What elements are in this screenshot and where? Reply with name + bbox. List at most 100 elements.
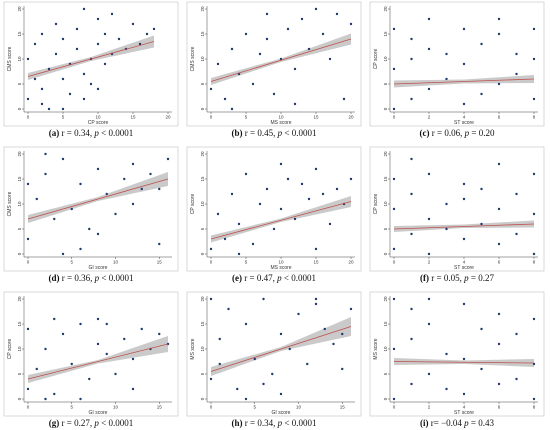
caption-part: = 0.20 bbox=[469, 128, 495, 138]
data-point bbox=[532, 27, 536, 31]
data-point bbox=[82, 97, 86, 101]
caption-label: (d) bbox=[49, 273, 60, 283]
caption: (i) r= −0.04 p = 0.43 bbox=[420, 418, 494, 428]
data-point bbox=[53, 392, 56, 396]
data-point bbox=[209, 377, 213, 381]
data-point bbox=[68, 92, 72, 96]
x-axis-label: ST score bbox=[454, 410, 474, 416]
data-point bbox=[349, 22, 353, 26]
data-point bbox=[445, 227, 448, 231]
x-tick-label: 15 bbox=[313, 115, 319, 120]
data-point bbox=[515, 72, 518, 76]
data-point bbox=[342, 97, 346, 101]
data-point bbox=[131, 202, 135, 206]
data-point bbox=[497, 32, 501, 36]
x-tick-label: 5 bbox=[245, 260, 248, 265]
data-point bbox=[480, 42, 483, 46]
caption-part: = 0.43 bbox=[469, 418, 495, 428]
data-point bbox=[47, 67, 51, 71]
data-point bbox=[265, 187, 269, 191]
data-point bbox=[61, 157, 65, 161]
y-tick-label: 20 bbox=[383, 6, 388, 12]
data-point bbox=[251, 242, 255, 246]
data-point bbox=[26, 182, 30, 186]
data-point bbox=[244, 172, 248, 176]
data-point bbox=[293, 217, 297, 221]
x-tick-label: 10 bbox=[95, 115, 101, 120]
y-tick-label: 10 bbox=[17, 56, 22, 62]
fit-line bbox=[393, 223, 535, 230]
y-tick-label: 15 bbox=[17, 176, 22, 182]
y-tick-label: 0 bbox=[200, 397, 205, 400]
x-tick-label: 15 bbox=[340, 405, 346, 410]
data-point bbox=[44, 172, 47, 176]
caption-part: r = 0.47, bbox=[244, 273, 277, 283]
data-point bbox=[515, 52, 518, 56]
data-point bbox=[445, 202, 448, 206]
caption-label: (i) bbox=[420, 418, 429, 428]
x-tick-label: 5 bbox=[253, 405, 256, 410]
data-point bbox=[103, 62, 107, 66]
data-point bbox=[53, 317, 56, 321]
data-point bbox=[70, 207, 73, 211]
caption-label: (a) bbox=[49, 128, 60, 138]
y-tick-label: 5 bbox=[383, 82, 388, 85]
x-tick-label: 4 bbox=[463, 260, 466, 265]
data-point bbox=[82, 7, 86, 11]
data-point bbox=[532, 252, 536, 256]
data-point bbox=[258, 202, 262, 206]
data-point bbox=[44, 152, 47, 156]
y-axis-label: MS score bbox=[373, 338, 379, 359]
data-point bbox=[427, 372, 431, 376]
panel: 0 5 10 15 20 0 5 10 15 20 CP score CMS score (a) r =… bbox=[3, 1, 179, 138]
panel-frame bbox=[186, 291, 362, 417]
data-point bbox=[70, 362, 73, 366]
data-point bbox=[288, 347, 291, 351]
caption-part: p bbox=[93, 418, 99, 428]
x-axis-label: GI score bbox=[89, 410, 108, 416]
data-point bbox=[33, 77, 37, 81]
x-tick-label: 6 bbox=[498, 115, 501, 120]
data-point bbox=[427, 47, 431, 51]
data-point bbox=[209, 297, 213, 301]
data-point bbox=[314, 302, 318, 306]
data-point bbox=[349, 307, 353, 311]
data-point bbox=[253, 357, 256, 361]
data-point bbox=[40, 32, 44, 36]
data-point bbox=[279, 207, 283, 211]
data-point bbox=[230, 192, 234, 196]
data-point bbox=[332, 342, 335, 346]
data-point bbox=[96, 317, 100, 321]
data-point bbox=[82, 72, 86, 76]
data-point bbox=[96, 17, 100, 21]
data-point bbox=[271, 372, 274, 376]
data-point bbox=[427, 297, 431, 301]
data-point bbox=[26, 97, 30, 101]
fit-line bbox=[393, 361, 535, 364]
panel: 0 5 10 15 20 0 5 10 15 20 MS score CP score (e) r = … bbox=[186, 146, 362, 283]
panel-frame bbox=[3, 1, 179, 127]
x-tick-label: 15 bbox=[157, 260, 163, 265]
data-point bbox=[272, 92, 276, 96]
data-point bbox=[427, 87, 431, 91]
data-point bbox=[427, 17, 431, 21]
data-point bbox=[117, 37, 121, 41]
data-point bbox=[445, 352, 448, 356]
x-tick-label: 0 bbox=[210, 115, 213, 120]
data-point bbox=[410, 307, 413, 311]
y-tick-label: 5 bbox=[200, 372, 205, 375]
data-point bbox=[265, 12, 269, 16]
data-point bbox=[462, 302, 466, 306]
caption-part: p bbox=[464, 128, 470, 138]
data-point bbox=[297, 312, 300, 316]
data-point bbox=[44, 347, 47, 351]
caption-part: r = 0.34, bbox=[245, 418, 278, 428]
y-tick-label: 5 bbox=[17, 82, 22, 85]
data-point bbox=[392, 27, 396, 31]
fit-line bbox=[393, 78, 535, 85]
data-point bbox=[138, 42, 142, 46]
y-axis-label: CMS score bbox=[7, 191, 13, 216]
data-point bbox=[462, 27, 466, 31]
data-point bbox=[96, 87, 100, 91]
y-axis-label: CP score bbox=[373, 49, 379, 70]
